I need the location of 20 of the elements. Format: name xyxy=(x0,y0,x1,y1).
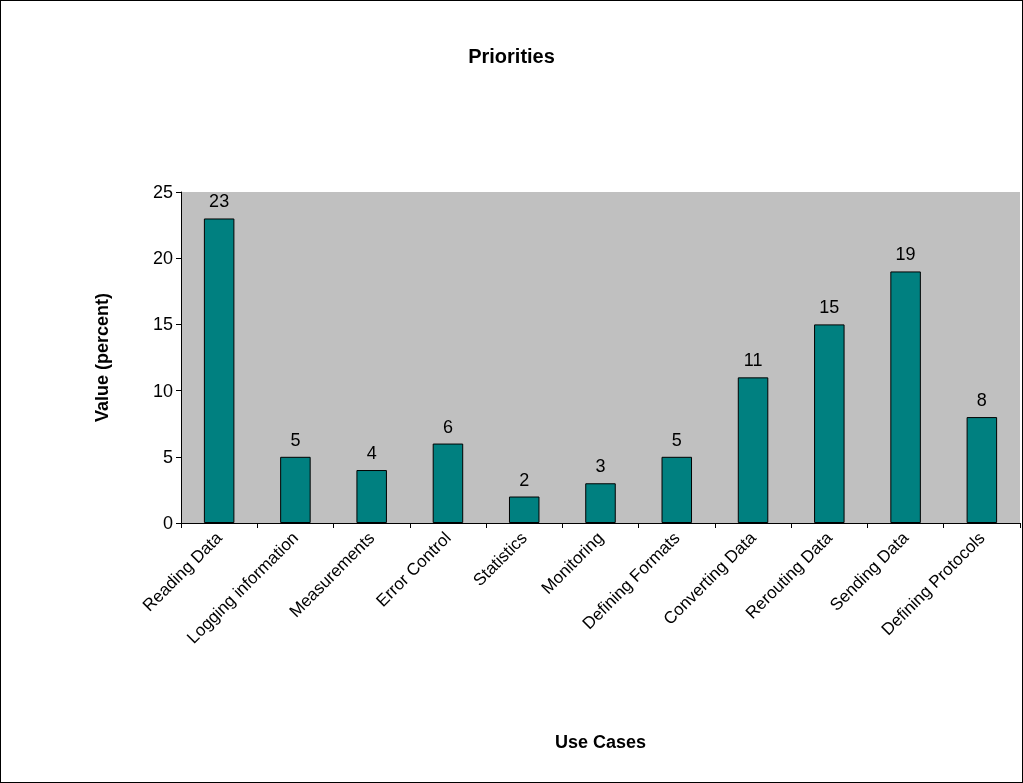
x-axis-title: Use Cases xyxy=(554,732,647,752)
data-label: 5 xyxy=(290,429,301,450)
data-label: 4 xyxy=(366,443,377,464)
data-label: 3 xyxy=(595,456,606,477)
y-axis-title: Value (percent) xyxy=(92,292,112,423)
data-label: 19 xyxy=(895,244,916,265)
data-label: 5 xyxy=(671,429,682,450)
y-tick-label: 15 xyxy=(152,314,173,335)
data-label: 8 xyxy=(976,390,987,411)
data-label: 23 xyxy=(209,191,230,212)
y-tick-label: 25 xyxy=(152,182,173,202)
y-tick-label: 20 xyxy=(152,248,173,269)
data-label: 15 xyxy=(819,297,840,318)
y-tick-label: 10 xyxy=(152,380,173,401)
data-label: 11 xyxy=(743,350,763,371)
data-label: 2 xyxy=(519,469,530,490)
y-tick-label: 5 xyxy=(162,446,173,467)
data-label: 6 xyxy=(442,416,453,437)
y-tick-label: 0 xyxy=(162,513,173,533)
chart-title: Priorities xyxy=(468,45,555,67)
